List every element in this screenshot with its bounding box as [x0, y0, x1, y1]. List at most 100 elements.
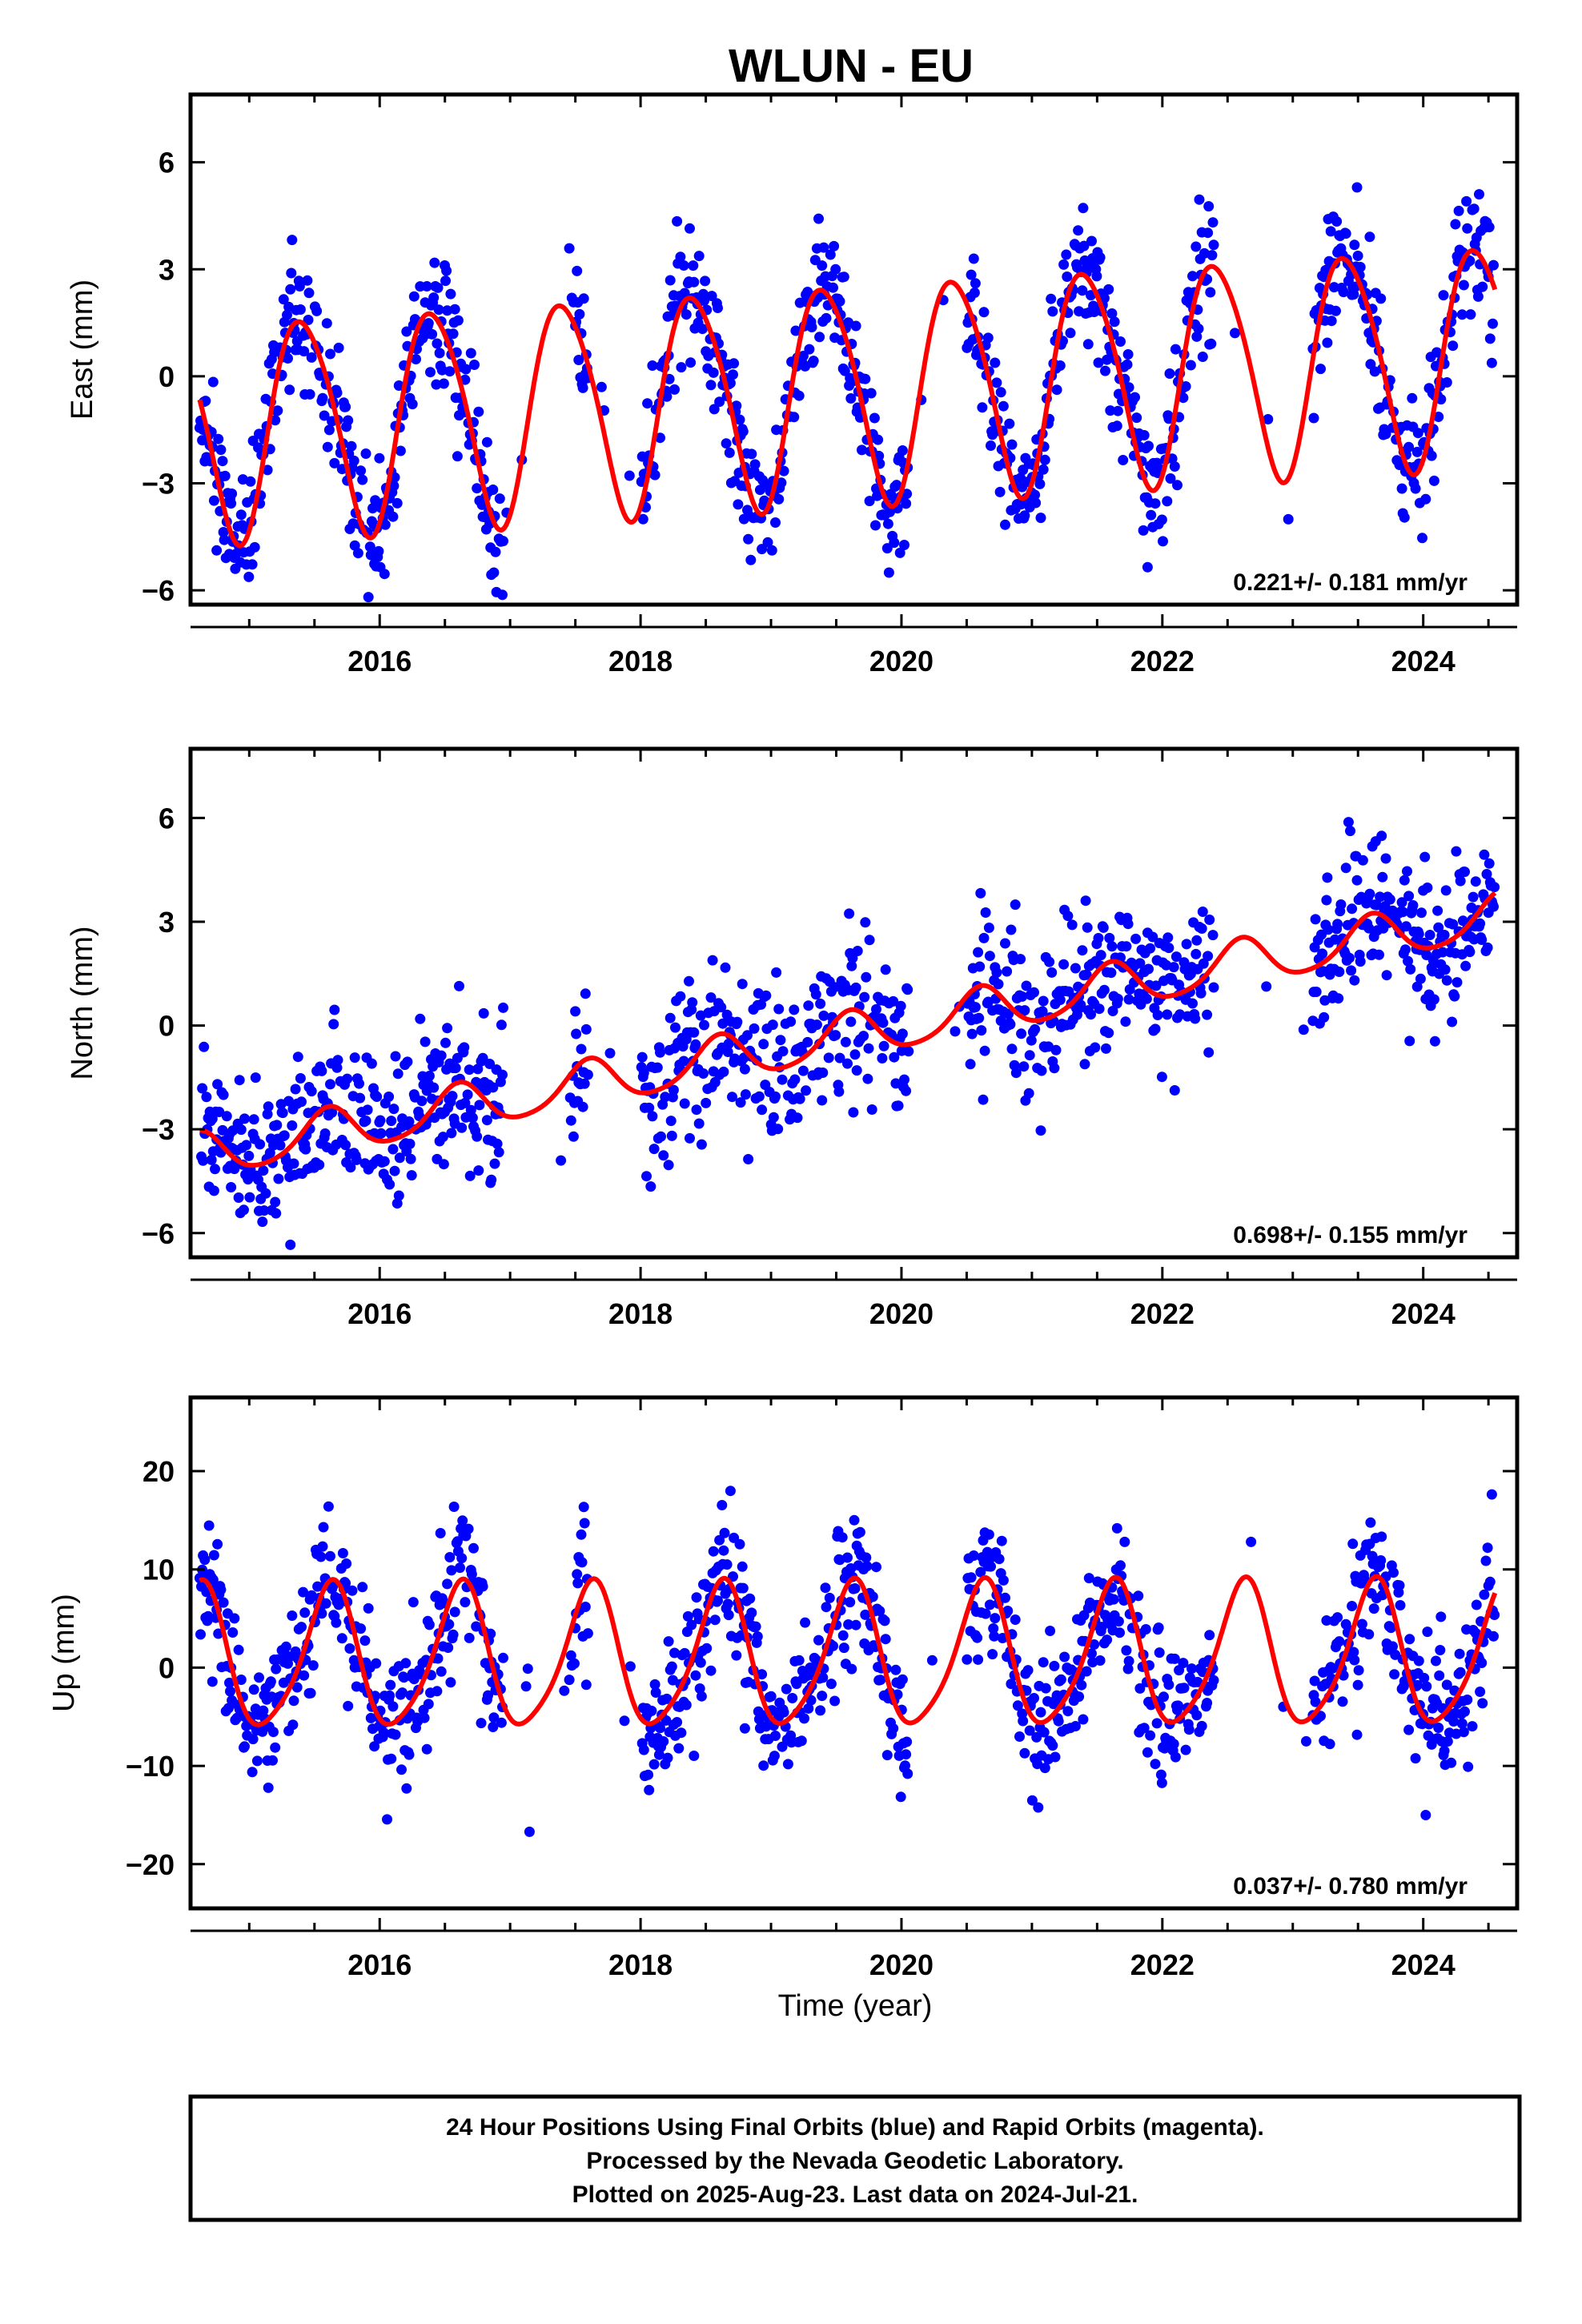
up-data-point: [1113, 1616, 1124, 1627]
up-data-point: [638, 1744, 649, 1755]
up-data-point: [849, 1514, 860, 1526]
east-data-point: [689, 276, 700, 287]
east-data-point: [1364, 231, 1375, 243]
up-data-point: [1477, 1698, 1488, 1709]
north-data-point: [768, 1112, 779, 1123]
north-data-point: [456, 1122, 468, 1133]
east-data-point: [425, 367, 436, 378]
up-data-point: [1419, 1672, 1430, 1683]
up-data-point: [676, 1727, 687, 1739]
north-data-point: [239, 1204, 249, 1216]
up-data-point: [436, 1666, 447, 1677]
east-data-point: [1352, 251, 1363, 261]
north-data-point: [845, 1016, 857, 1027]
north-data-point: [777, 1046, 789, 1057]
up-data-point: [449, 1606, 460, 1618]
north-data-point: [1103, 1027, 1114, 1039]
up-data-point: [1086, 1648, 1097, 1659]
north-data-point: [1347, 903, 1358, 915]
up-data-point: [737, 1582, 749, 1594]
east-data-point: [472, 483, 483, 494]
east-data-point: [303, 315, 314, 325]
east-x-tick-label: 2022: [1130, 645, 1195, 677]
east-data-point: [213, 433, 224, 444]
up-data-point: [1169, 1653, 1180, 1664]
up-data-point: [1385, 1622, 1396, 1634]
up-y-label: Up (mm): [47, 1594, 81, 1712]
up-y-tick-label: 10: [143, 1554, 175, 1586]
east-data-point: [857, 444, 867, 456]
east-data-point: [432, 282, 444, 293]
up-data-point: [408, 1597, 419, 1608]
north-data-point: [647, 1111, 658, 1122]
up-data-point: [1186, 1663, 1197, 1675]
east-data-point: [331, 388, 343, 398]
east-data-point: [1109, 316, 1120, 328]
north-data-point: [1464, 947, 1476, 958]
east-data-point: [1407, 392, 1418, 404]
up-y-tick-label: −10: [126, 1750, 175, 1783]
up-data-point: [849, 1583, 861, 1594]
up-data-point: [817, 1691, 828, 1702]
east-data-point: [1461, 195, 1472, 207]
up-data-point: [1441, 1679, 1452, 1691]
north-data-point: [1449, 991, 1460, 1002]
north-data-point: [1006, 924, 1017, 935]
up-data-point: [861, 1561, 873, 1572]
east-data-point: [762, 537, 773, 548]
east-data-point: [343, 415, 354, 426]
north-data-point: [415, 1013, 426, 1024]
north-data-point: [974, 1012, 985, 1023]
up-data-point: [1038, 1657, 1049, 1668]
north-data-point: [849, 1049, 861, 1060]
east-data-point: [838, 271, 849, 283]
north-data-point: [864, 935, 875, 946]
north-data-point: [950, 1026, 961, 1037]
north-x-tick-label: 2020: [869, 1297, 934, 1330]
north-data-point: [300, 1144, 311, 1155]
north-data-point: [1030, 1023, 1041, 1035]
north-data-point: [342, 1073, 353, 1084]
up-data-point: [1442, 1736, 1453, 1747]
east-data-point: [1453, 205, 1464, 216]
east-data-point: [1131, 412, 1142, 424]
east-y-tick-label: −6: [142, 574, 175, 607]
east-data-point: [1185, 360, 1196, 371]
north-data-point: [1371, 899, 1382, 911]
north-data-point: [665, 1012, 676, 1023]
north-data-point: [277, 1108, 288, 1119]
up-data-point: [432, 1653, 444, 1664]
east-data-point: [1283, 513, 1294, 525]
east-data-point: [442, 305, 453, 316]
east-y-label: East (mm): [66, 279, 99, 420]
north-data-point: [604, 1047, 616, 1059]
up-data-point: [682, 1610, 693, 1622]
north-data-point: [758, 1039, 769, 1050]
east-data-point: [994, 486, 1006, 497]
north-data-point: [1086, 1009, 1096, 1020]
east-data-point: [829, 240, 840, 251]
east-data-point: [284, 384, 295, 396]
east-data-point: [1426, 450, 1437, 461]
north-data-point: [568, 1131, 579, 1142]
up-data-point: [1367, 1550, 1378, 1562]
north-y-tick-label: −3: [142, 1113, 175, 1146]
north-data-point: [718, 1066, 729, 1077]
east-data-point: [1351, 182, 1363, 193]
north-data-point: [844, 908, 855, 919]
up-data-point: [1435, 1645, 1446, 1655]
up-data-point: [582, 1628, 593, 1639]
up-data-point: [316, 1608, 327, 1619]
up-data-point: [722, 1598, 733, 1610]
north-data-point: [556, 1155, 567, 1166]
east-data-point: [1191, 241, 1202, 252]
north-data-point: [493, 1147, 504, 1158]
north-data-point: [571, 1028, 582, 1039]
east-data-point: [1484, 222, 1495, 233]
east-data-point: [1034, 478, 1046, 489]
up-data-point: [837, 1532, 848, 1543]
up-data-point: [1476, 1658, 1488, 1668]
north-data-point: [1019, 1005, 1030, 1016]
east-data-point: [431, 379, 442, 390]
north-data-point: [283, 1096, 295, 1107]
